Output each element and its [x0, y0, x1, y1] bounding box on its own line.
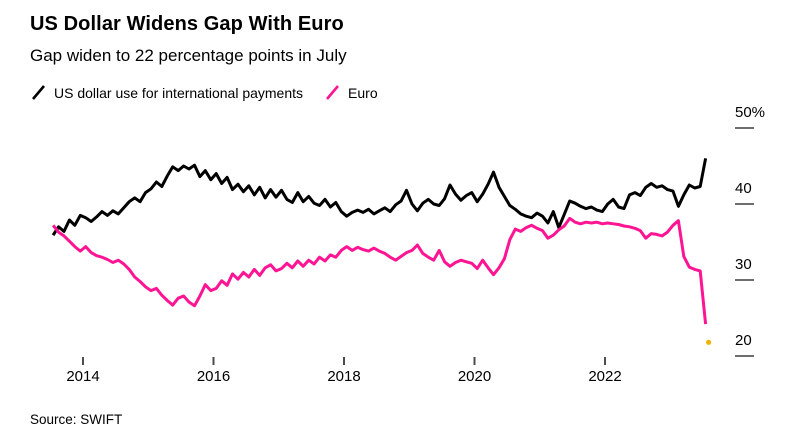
- legend-item-usd: US dollar use for international payments: [31, 84, 303, 101]
- x-axis-tick-label: 2014: [66, 368, 100, 385]
- usd-series-line: [51, 158, 708, 237]
- chart-subtitle: Gap widen to 22 percentage points in Jul…: [30, 46, 347, 65]
- y-axis-tick-label: 20: [735, 332, 752, 349]
- x-axis-tick-label: 2016: [196, 368, 231, 385]
- source-note: Source: SWIFT: [30, 412, 123, 427]
- chart-legend: US dollar use for international payments…: [31, 84, 378, 101]
- x-axis-tick-label: 2020: [457, 368, 492, 385]
- euro-series-line: [51, 216, 708, 325]
- legend-label-usd: US dollar use for international payments: [54, 84, 304, 101]
- y-axis-tick-label: 50%: [735, 104, 766, 121]
- y-axis-tick-label: 30: [735, 256, 752, 273]
- chart-title: US Dollar Widens Gap With Euro: [30, 13, 344, 35]
- latest-value-dot: [706, 339, 712, 345]
- x-axis-tick-label: 2022: [588, 368, 622, 385]
- legend-label-euro: Euro: [348, 84, 378, 101]
- legend-item-euro: Euro: [325, 84, 378, 101]
- euro-line-swatch-icon: [326, 85, 340, 100]
- y-axis-tick-label: 40: [735, 180, 752, 197]
- usd-line-swatch-icon: [32, 85, 45, 100]
- x-axis-tick-label: 2018: [327, 368, 361, 385]
